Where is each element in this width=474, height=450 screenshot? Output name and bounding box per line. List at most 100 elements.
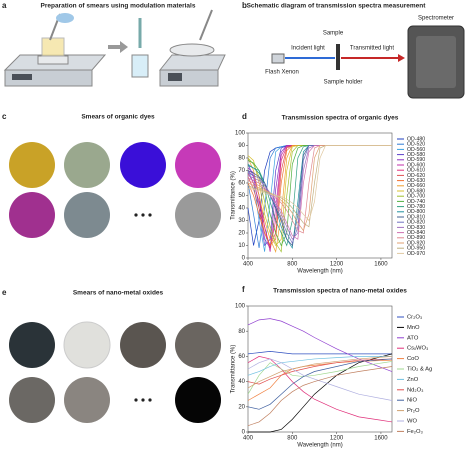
legend-label: OD-820	[407, 220, 425, 226]
legend-label: OD-680	[407, 188, 425, 194]
y-tick-label: 20	[238, 404, 245, 410]
y-axis-label: Transmittance (%)	[231, 171, 237, 220]
panel-letter: b	[242, 1, 247, 10]
y-axis-label: Transmittance (%)	[231, 345, 237, 394]
series-line	[247, 351, 392, 355]
legend-label: OD-830	[407, 225, 425, 231]
series-line	[247, 318, 393, 372]
plot-frame	[247, 132, 393, 259]
y-tick-label: 100	[235, 304, 246, 310]
legend-label: OD-950	[407, 246, 425, 252]
legend-label: OD-520	[407, 142, 425, 148]
legend-label: Cr₂O₃	[407, 315, 423, 321]
series-line	[247, 145, 392, 222]
legend-label: TiO₂ & Ag	[407, 367, 432, 373]
legend-label: NiO	[407, 398, 417, 404]
x-axis-label: Wavelength (nm)	[297, 269, 342, 275]
legend-label: Nd₂O₃	[407, 387, 424, 393]
legend-label: OD-700	[407, 194, 425, 200]
legend-label: MnO	[407, 325, 420, 331]
legend-label: OD-660	[407, 183, 425, 189]
legend-label: CoO	[407, 356, 419, 362]
y-tick-label: 60	[238, 354, 245, 360]
legend-label: ATO	[407, 335, 419, 341]
series-line	[247, 358, 393, 385]
legend-label: OD-740	[407, 199, 425, 205]
series-line	[247, 145, 392, 232]
diagram-label: Incident light	[291, 46, 325, 52]
series-line	[247, 356, 393, 423]
x-axis-label: Wavelength (nm)	[297, 443, 342, 449]
legend-label: OD-480	[407, 136, 425, 142]
x-tick-label: 800	[287, 262, 298, 268]
panel-title: Schematic diagram of transmission spectr…	[247, 3, 427, 10]
y-tick-label: 40	[238, 206, 245, 212]
legend-label: OD-840	[407, 230, 425, 236]
chart-title: Transmission spectra of organic dyes	[282, 115, 399, 122]
y-tick-label: 90	[238, 143, 245, 149]
legend-label: OD-600	[407, 162, 425, 168]
series-line	[247, 358, 393, 410]
y-tick-label: 60	[238, 181, 245, 187]
diagram-label: Sample holder	[324, 80, 363, 86]
diagram-label: Transmitted light	[350, 46, 394, 52]
panel-title: Smears of nano-metal oxides	[73, 290, 164, 297]
y-tick-label: 0	[242, 256, 246, 262]
smear-samples	[9, 321, 221, 423]
x-tick-label: 1600	[374, 262, 388, 268]
measurement-diagram	[271, 25, 465, 99]
panel-letter: a	[2, 1, 7, 10]
legend-label: OD-590	[407, 157, 425, 163]
legend-label: OD-620	[407, 173, 425, 179]
x-tick-label: 1200	[330, 436, 344, 442]
panel-letter: d	[242, 112, 247, 121]
legend-label: OD-920	[407, 240, 425, 246]
panel-letter: e	[2, 288, 7, 297]
diagram-label: Flash Xenon	[265, 70, 299, 76]
smear-samples	[9, 142, 221, 238]
diagram-label: Spectrometer	[418, 16, 454, 22]
legend-label: OD-630	[407, 178, 425, 184]
panel-letter: f	[242, 285, 245, 294]
legend-label: OD-610	[407, 168, 425, 174]
chart-title: Transmission spectra of nano-metal oxide…	[273, 288, 407, 295]
y-tick-label: 80	[238, 329, 245, 335]
legend-label: OD-800	[407, 209, 425, 215]
series-line	[247, 145, 392, 228]
legend-label: OD-810	[407, 214, 425, 220]
y-tick-label: 30	[238, 218, 245, 224]
panel-title: Preparation of smears using modulation m…	[41, 3, 196, 10]
panel-title: Smears of organic dyes	[81, 114, 155, 121]
y-tick-label: 80	[238, 156, 245, 162]
series-line	[247, 356, 392, 376]
diagram-label: Sample	[323, 31, 344, 37]
preparation-diagram	[3, 9, 226, 87]
legend-label: OD-580	[407, 152, 425, 158]
y-tick-label: 70	[238, 168, 245, 174]
x-tick-label: 400	[243, 262, 254, 268]
y-tick-label: 20	[238, 231, 245, 237]
series-line	[247, 366, 393, 427]
y-tick-label: 10	[238, 243, 245, 249]
series-line	[247, 356, 393, 389]
panel-letter: c	[2, 112, 7, 121]
series-line	[247, 145, 392, 249]
legend-label: OD-560	[407, 147, 425, 153]
legend-label: Pr₂O	[407, 408, 420, 414]
legend-label: OD-890	[407, 235, 425, 241]
legend-label: ZnO	[407, 377, 419, 383]
x-tick-label: 1600	[374, 436, 388, 442]
x-tick-label: 800	[287, 436, 298, 442]
x-tick-label: 1200	[330, 262, 344, 268]
y-tick-label: 40	[238, 379, 245, 385]
legend-label: CsₓWO₃	[407, 346, 429, 352]
x-tick-label: 400	[243, 436, 254, 442]
y-tick-label: 50	[238, 193, 245, 199]
legend-label: WO	[407, 419, 417, 425]
y-tick-label: 100	[235, 131, 246, 137]
legend-label: OD-780	[407, 204, 425, 210]
legend-label: Fe₂O₃	[407, 429, 424, 435]
legend-label: OD-970	[407, 251, 425, 257]
series-line	[247, 358, 393, 401]
